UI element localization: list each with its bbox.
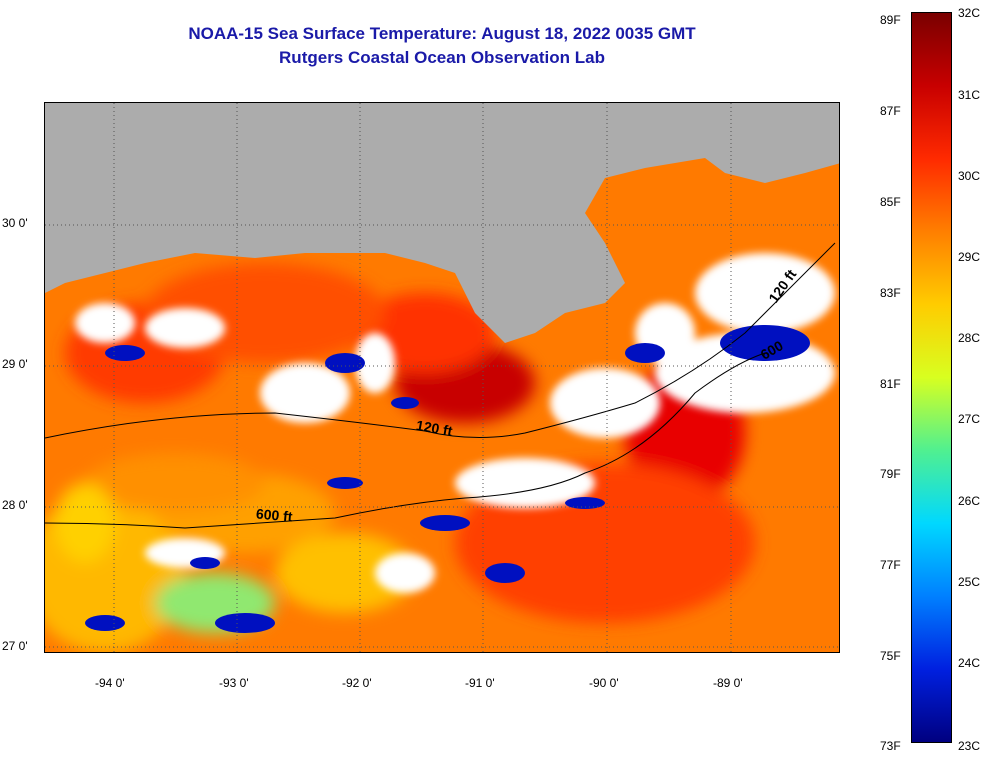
cb-c-27: 27C <box>958 412 981 426</box>
lon-label-90: -90 0' <box>589 676 619 690</box>
cb-f-73: 73F <box>880 739 901 753</box>
temperature-colorbar <box>911 12 952 743</box>
graticule <box>45 103 839 652</box>
cb-c-26: 26C <box>958 494 981 508</box>
sst-map <box>44 102 840 653</box>
cb-c-31: 31C <box>958 88 981 102</box>
cb-f-77: 77F <box>880 558 901 572</box>
contour-120ft <box>45 242 836 439</box>
lon-label-94: -94 0' <box>95 676 125 690</box>
contour-600ft <box>45 352 766 529</box>
cb-f-75: 75F <box>880 649 901 663</box>
cb-c-28: 28C <box>958 331 981 345</box>
lat-label-27: 27 0' <box>2 639 28 653</box>
cb-f-89: 89F <box>880 13 901 27</box>
lat-label-28: 28 0' <box>2 498 28 512</box>
contour-label-600ft-west: 600 ft <box>255 505 294 525</box>
cb-c-32: 32C <box>958 6 981 20</box>
lat-label-30: 30 0' <box>2 216 28 230</box>
title-block: NOAA-15 Sea Surface Temperature: August … <box>44 22 840 70</box>
cold-speckles <box>85 325 810 633</box>
map-title: NOAA-15 Sea Surface Temperature: August … <box>188 24 696 43</box>
cb-c-30: 30C <box>958 169 981 183</box>
cb-f-85: 85F <box>880 195 901 209</box>
cb-f-81: 81F <box>880 377 901 391</box>
lon-label-91: -91 0' <box>465 676 495 690</box>
sst-map-canvas <box>45 103 839 652</box>
map-subtitle: Rutgers Coastal Ocean Observation Lab <box>279 48 605 67</box>
cb-c-23: 23C <box>958 739 981 753</box>
lon-label-89: -89 0' <box>713 676 743 690</box>
cb-f-83: 83F <box>880 286 901 300</box>
cb-c-29: 29C <box>958 250 981 264</box>
land-mass <box>45 103 839 343</box>
cb-f-79: 79F <box>880 467 901 481</box>
cb-f-87: 87F <box>880 104 901 118</box>
lon-label-92: -92 0' <box>342 676 372 690</box>
lon-label-93: -93 0' <box>219 676 249 690</box>
cb-c-24: 24C <box>958 656 981 670</box>
lat-label-29: 29 0' <box>2 357 28 371</box>
cb-c-25: 25C <box>958 575 981 589</box>
